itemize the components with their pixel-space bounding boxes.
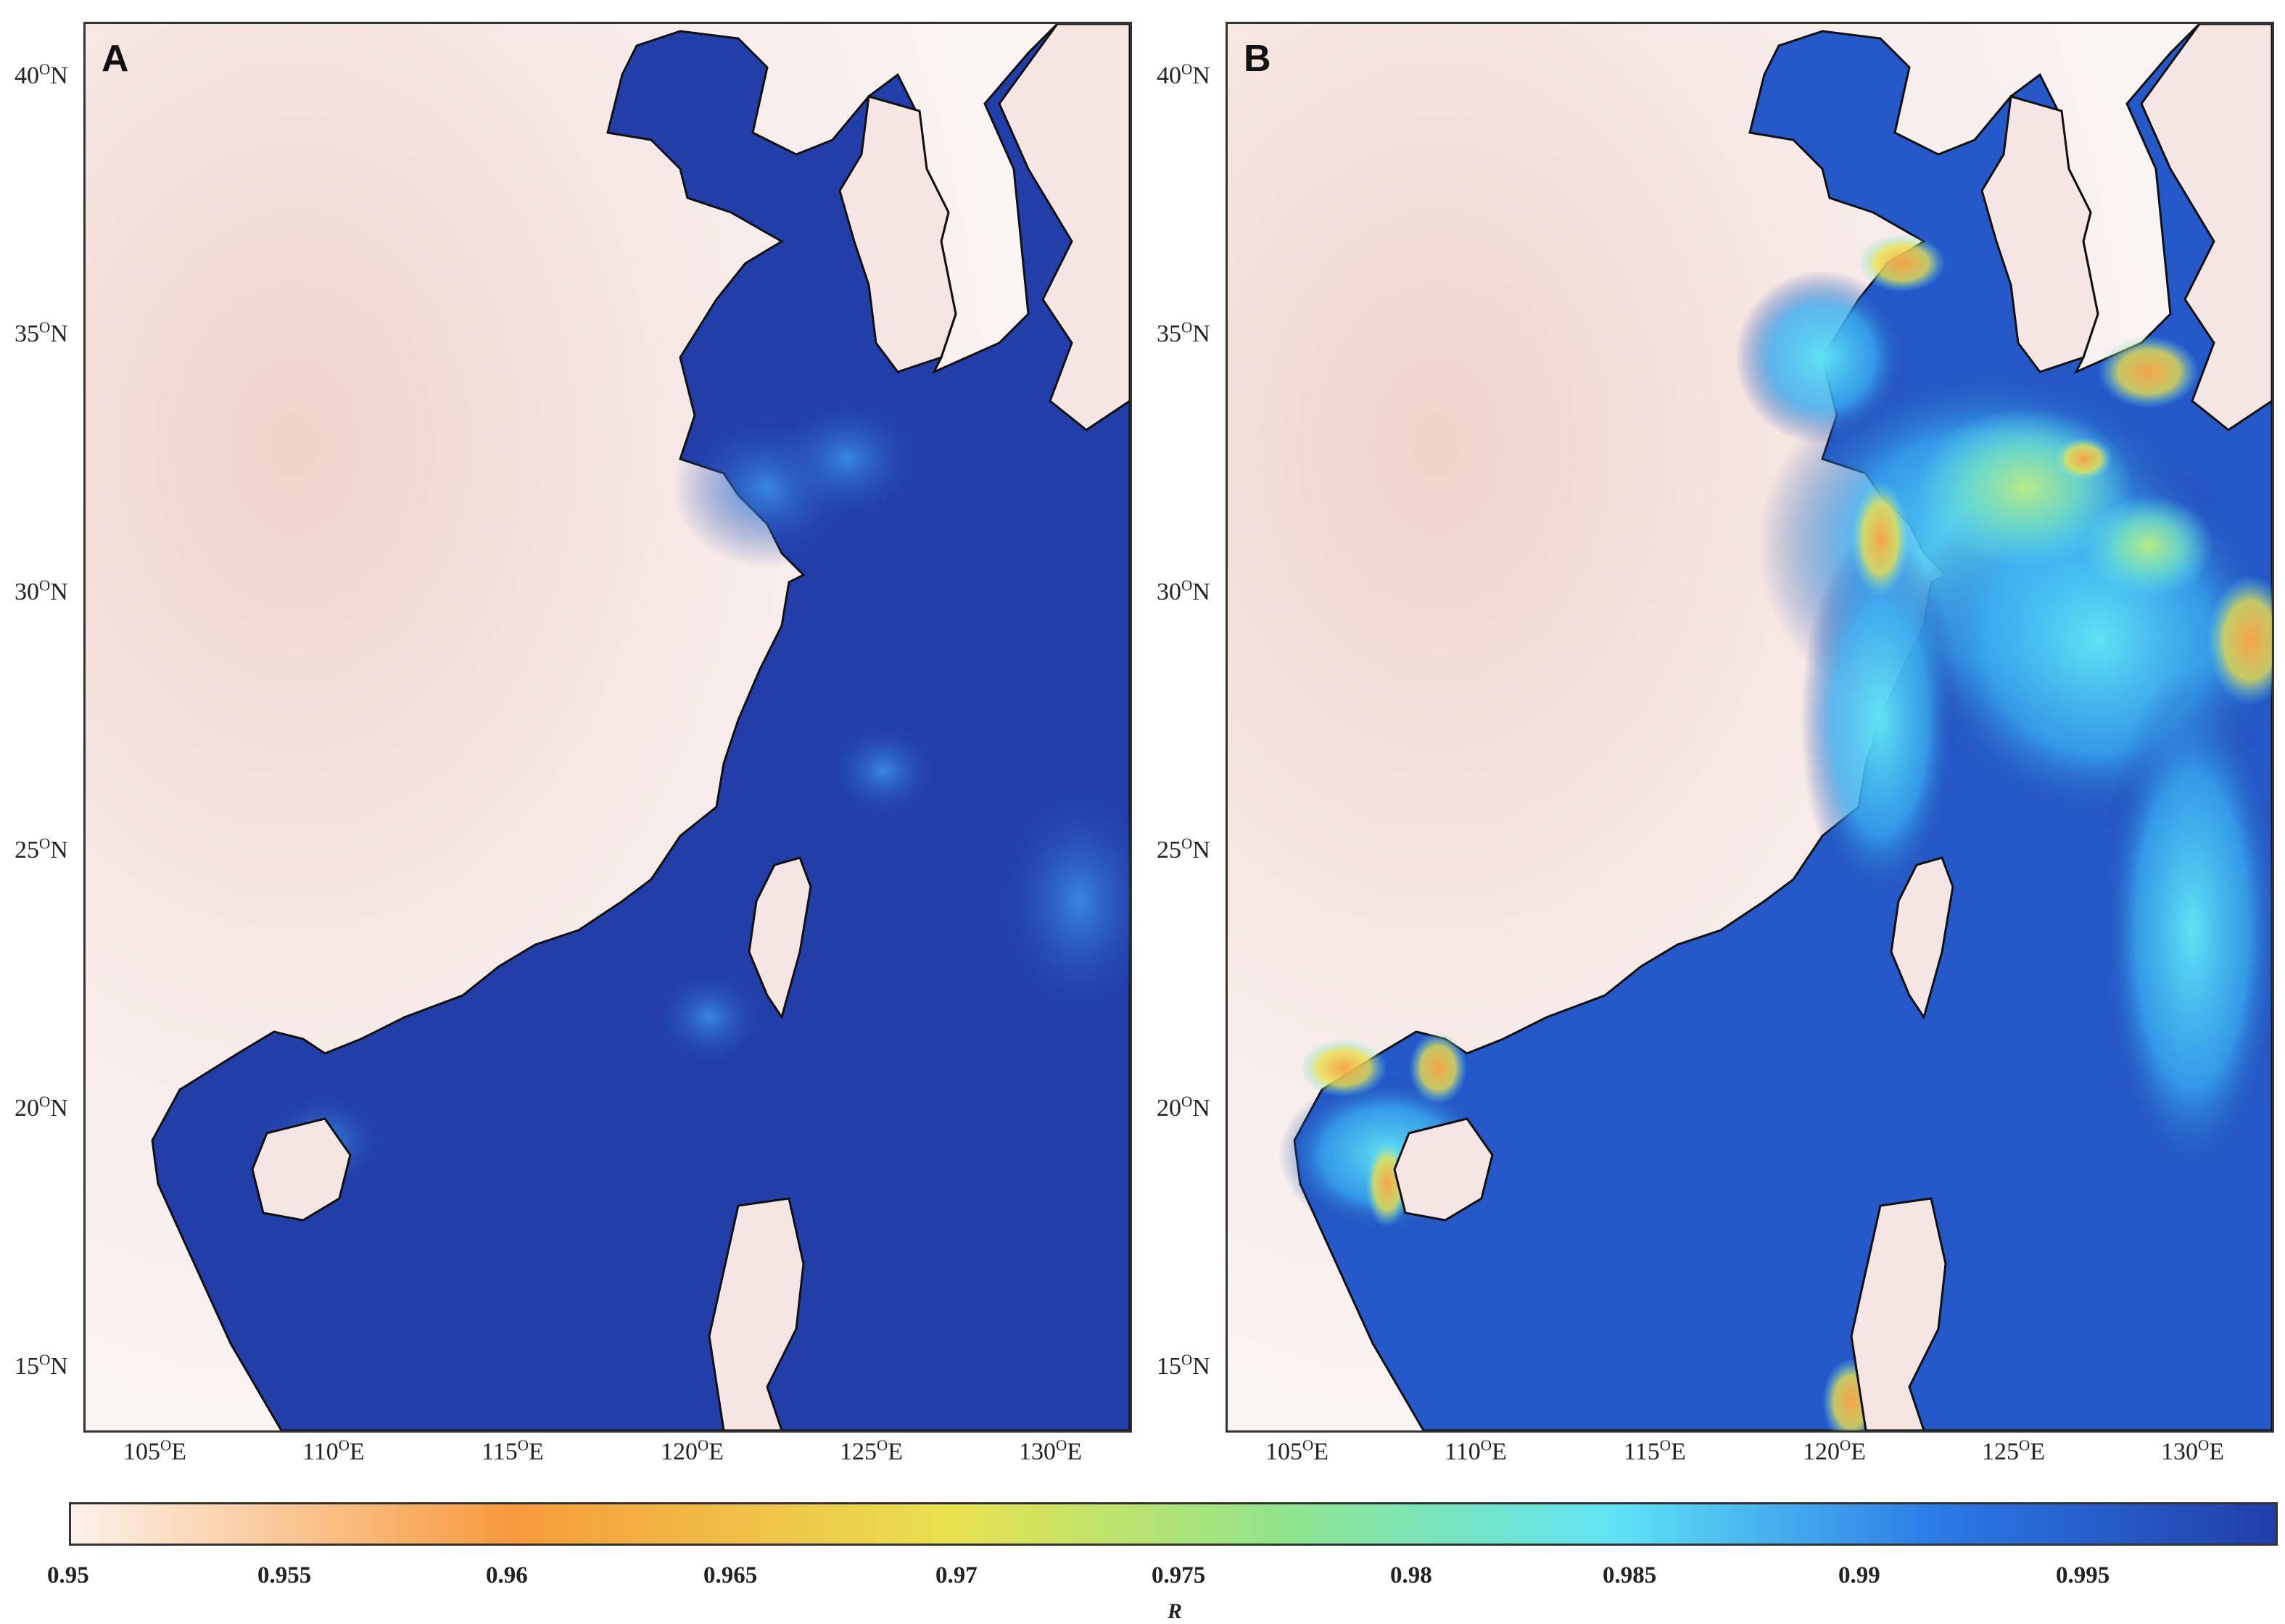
hainan-island (1393, 1117, 1494, 1222)
panel-letter: A (102, 38, 129, 80)
lon-tick-a: 105OE (123, 1436, 187, 1465)
taiwan-island (1890, 856, 1954, 1020)
colorbar-label: R (1168, 1599, 1183, 1623)
colorbar-gradient (71, 1504, 2276, 1544)
colorbar (69, 1502, 2278, 1546)
colorbar-tick: 0.985 (1603, 1562, 1657, 1588)
lon-tick-a: 115OE (482, 1436, 544, 1465)
japan-coast (2140, 24, 2272, 431)
lon-tick-a: 120OE (661, 1436, 724, 1465)
luzon-island (1850, 1197, 1947, 1430)
map-panel-b: B (1226, 22, 2274, 1433)
colorbar-tick: 0.995 (2056, 1562, 2110, 1588)
lat-tick-b: 20ON (1157, 1093, 1210, 1122)
lat-tick-b: 25ON (1157, 834, 1210, 863)
lat-tick-a: 30ON (15, 576, 68, 605)
lon-tick-b: 110OE (1445, 1436, 1507, 1465)
lon-tick-b: 120OE (1803, 1436, 1867, 1465)
lat-tick-b: 35ON (1157, 318, 1210, 347)
map-panel-a: A (83, 22, 1132, 1433)
lat-tick-a: 35ON (15, 318, 68, 347)
map-b (1228, 24, 2272, 1430)
lat-tick-a: 25ON (15, 834, 68, 863)
lon-tick-b: 115OE (1624, 1436, 1686, 1465)
hainan-island (251, 1117, 352, 1222)
taiwan-island (748, 856, 812, 1020)
map-a (86, 24, 1130, 1430)
colorbar-tick: 0.955 (257, 1562, 312, 1588)
lat-tick-a: 40ON (15, 60, 68, 89)
korea-peninsula (1980, 95, 2099, 373)
lon-tick-a: 125OE (840, 1436, 904, 1465)
colorbar-tick: 0.95 (47, 1562, 89, 1588)
lat-tick-a: 20ON (15, 1093, 68, 1122)
lon-tick-b: 125OE (1982, 1436, 2046, 1465)
colorbar-tick: 0.97 (935, 1562, 978, 1588)
lon-tick-a: 130OE (1019, 1436, 1083, 1465)
lat-tick-b: 30ON (1157, 576, 1210, 605)
panel-letter: B (1244, 38, 1271, 80)
luzon-island (708, 1197, 805, 1430)
lat-tick-a: 15ON (15, 1351, 68, 1380)
colorbar-tick: 0.96 (486, 1562, 528, 1588)
lat-tick-b: 15ON (1157, 1351, 1210, 1380)
colorbar-tick: 0.98 (1390, 1562, 1432, 1588)
colorbar-tick: 0.99 (1838, 1562, 1880, 1588)
lon-tick-a: 110OE (302, 1436, 365, 1465)
lon-tick-b: 130OE (2161, 1436, 2225, 1465)
japan-coast (998, 24, 1130, 431)
lon-tick-b: 105OE (1265, 1436, 1329, 1465)
korea-peninsula (838, 95, 957, 373)
colorbar-tick: 0.965 (703, 1562, 758, 1588)
lat-tick-b: 40ON (1157, 60, 1210, 89)
colorbar-tick: 0.975 (1152, 1562, 1206, 1588)
